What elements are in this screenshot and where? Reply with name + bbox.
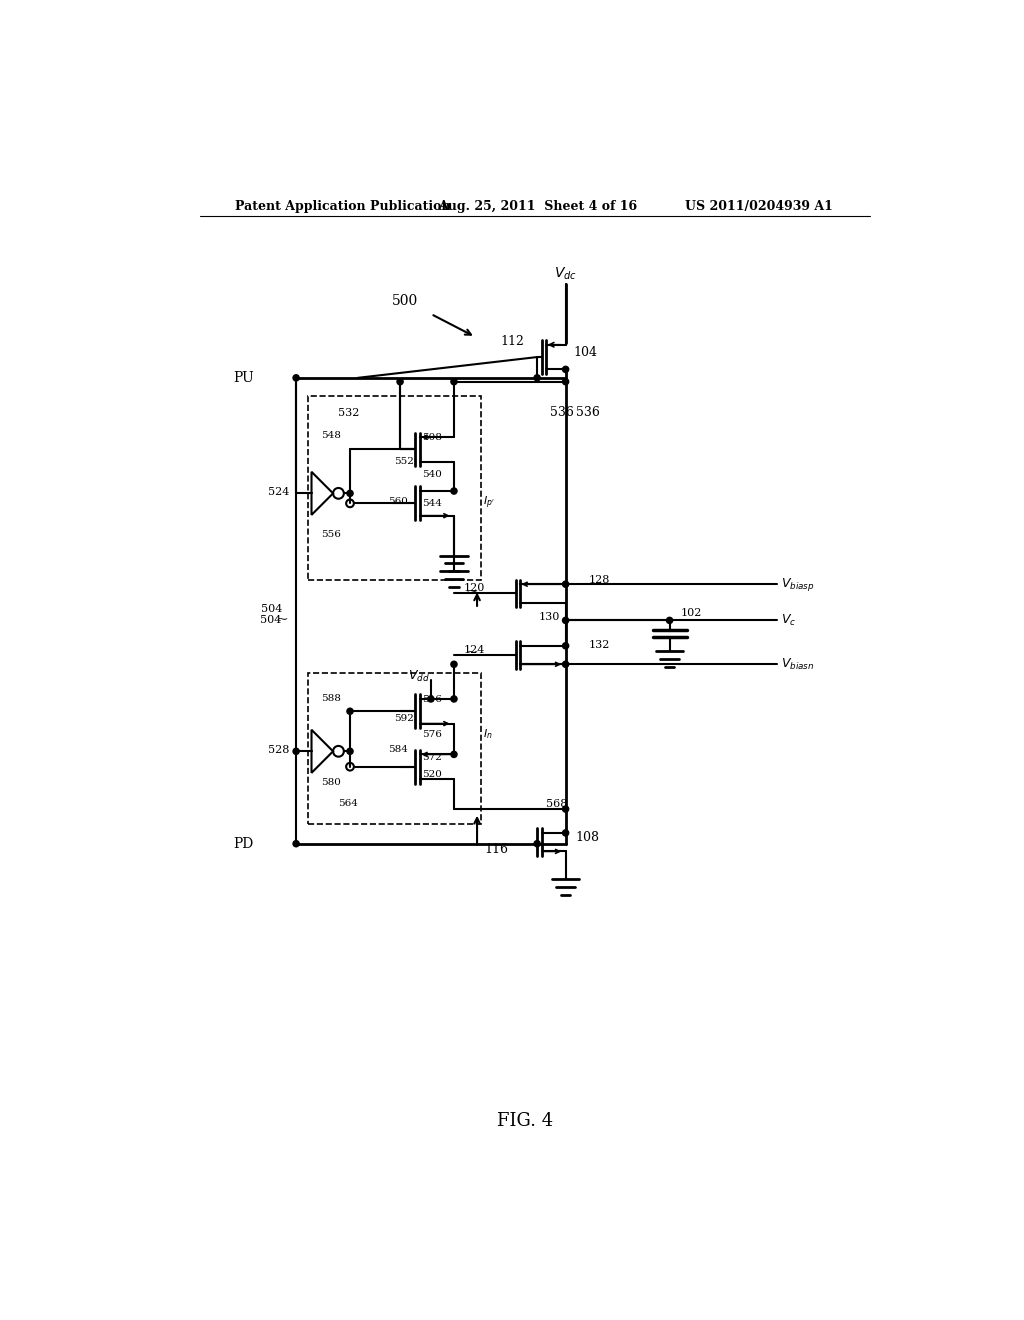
Text: 130: 130	[539, 611, 560, 622]
Circle shape	[293, 841, 299, 847]
Text: 584: 584	[388, 746, 409, 754]
Text: 576: 576	[422, 730, 441, 739]
Circle shape	[535, 375, 541, 381]
Circle shape	[293, 748, 299, 755]
Circle shape	[562, 367, 568, 372]
Text: ~: ~	[466, 647, 478, 660]
Text: ~: ~	[275, 614, 288, 627]
Text: 108: 108	[575, 832, 600, 843]
Text: 116: 116	[484, 843, 509, 857]
Circle shape	[562, 581, 568, 587]
Text: 524: 524	[267, 487, 289, 496]
Text: 536: 536	[550, 407, 574, 418]
Text: ~: ~	[466, 585, 478, 599]
Text: $V_{dc}$: $V_{dc}$	[554, 265, 578, 282]
Circle shape	[562, 830, 568, 836]
Text: 536: 536	[575, 407, 599, 418]
Text: PU: PU	[233, 371, 254, 385]
Text: 520: 520	[422, 770, 441, 779]
Circle shape	[451, 379, 457, 385]
Bar	[307, 396, 481, 581]
Text: 124: 124	[463, 644, 484, 655]
Text: 112: 112	[500, 335, 524, 348]
Text: 528: 528	[267, 744, 289, 755]
Text: 128: 128	[589, 576, 610, 585]
Text: 120: 120	[463, 583, 484, 593]
Text: Aug. 25, 2011  Sheet 4 of 16: Aug. 25, 2011 Sheet 4 of 16	[438, 199, 638, 213]
Circle shape	[451, 751, 457, 758]
Text: 544: 544	[422, 499, 441, 508]
Text: $V_{dd}$: $V_{dd}$	[409, 669, 430, 684]
Text: $I_n$: $I_n$	[483, 727, 493, 742]
Circle shape	[347, 490, 353, 496]
Text: 504: 504	[261, 603, 283, 614]
Text: 564: 564	[339, 799, 358, 808]
Text: PD: PD	[233, 837, 253, 850]
Text: 556: 556	[322, 529, 341, 539]
Text: $V_c$: $V_c$	[781, 612, 797, 628]
Text: 500: 500	[392, 294, 419, 308]
Circle shape	[451, 488, 457, 494]
Text: 532: 532	[339, 408, 359, 417]
Text: 592: 592	[394, 714, 414, 723]
Circle shape	[347, 708, 353, 714]
Bar	[307, 673, 481, 825]
Circle shape	[397, 379, 403, 385]
Circle shape	[428, 696, 434, 702]
Circle shape	[562, 379, 568, 385]
Text: 504: 504	[260, 615, 282, 626]
Circle shape	[347, 748, 353, 755]
Circle shape	[667, 618, 673, 623]
Circle shape	[451, 661, 457, 668]
Text: 580: 580	[322, 777, 341, 787]
Circle shape	[562, 618, 568, 623]
Text: FIG. 4: FIG. 4	[497, 1111, 553, 1130]
Text: 588: 588	[322, 694, 341, 704]
Circle shape	[451, 696, 457, 702]
Circle shape	[562, 661, 568, 668]
Circle shape	[293, 375, 299, 381]
Text: 516: 516	[422, 696, 441, 704]
Text: 560: 560	[388, 496, 409, 506]
Text: $V_{biasn}$: $V_{biasn}$	[781, 657, 815, 672]
Text: $I_{p'}$: $I_{p'}$	[483, 495, 496, 511]
Text: 508: 508	[422, 433, 441, 442]
Text: 548: 548	[322, 432, 341, 440]
Text: 540: 540	[422, 470, 441, 479]
Text: $V_{biasp}$: $V_{biasp}$	[781, 576, 815, 593]
Text: 572: 572	[422, 752, 441, 762]
Text: 104: 104	[573, 346, 597, 359]
Circle shape	[562, 807, 568, 812]
Circle shape	[535, 841, 541, 847]
Circle shape	[562, 643, 568, 649]
Text: US 2011/0204939 A1: US 2011/0204939 A1	[685, 199, 833, 213]
Text: Patent Application Publication: Patent Application Publication	[234, 199, 450, 213]
Text: 102: 102	[681, 607, 702, 618]
Text: 552: 552	[394, 457, 414, 466]
Text: 568: 568	[547, 799, 567, 809]
Text: 132: 132	[589, 640, 610, 649]
